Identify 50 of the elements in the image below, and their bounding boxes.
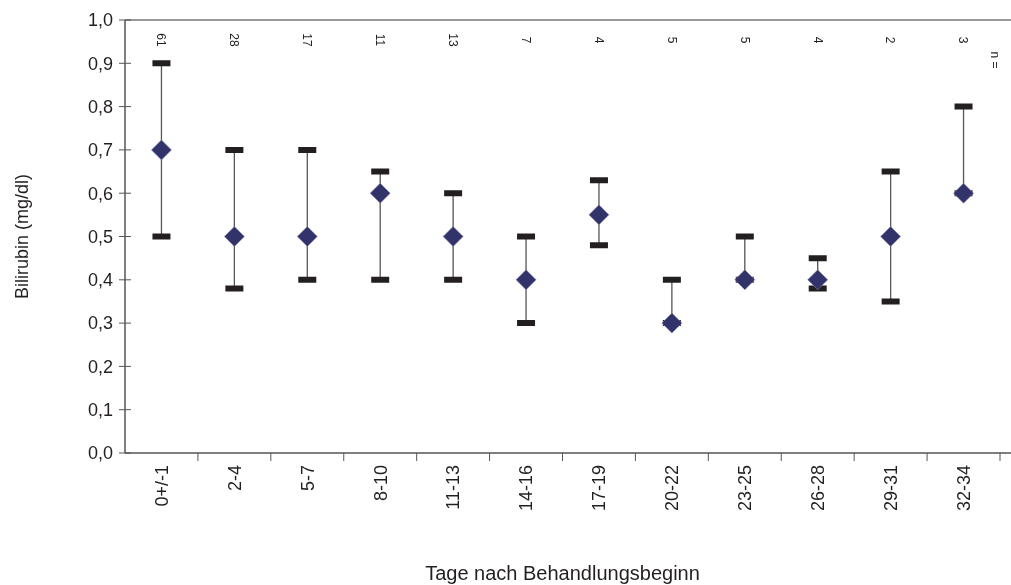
x-tick-label: 11-13 [443, 465, 464, 510]
y-tick-label: 0,6 [87, 183, 113, 204]
point [442, 226, 464, 247]
y-tick-label: 0,5 [87, 226, 113, 247]
point [151, 139, 172, 161]
point [807, 269, 829, 291]
y-tick-label: 0,4 [87, 270, 113, 291]
annotation: 4 [591, 36, 606, 44]
y-tick-label: 1,0 [87, 10, 113, 31]
annotation: 11 [373, 33, 388, 47]
y-tick-label: 0,0 [87, 443, 113, 464]
point [224, 226, 245, 247]
annotation: 2 [883, 36, 898, 44]
point [369, 182, 391, 204]
point [588, 204, 610, 226]
x-tick-label: 17-19 [589, 465, 610, 512]
annotation: 4 [810, 36, 825, 44]
y-tick-label: 0,7 [87, 140, 113, 161]
y-axis-title: Bilirubin (mg/dl) [12, 173, 32, 300]
y-tick-label: 0,9 [87, 53, 113, 74]
point [515, 269, 537, 291]
point [734, 269, 756, 291]
x-tick-label: 26-28 [808, 465, 829, 512]
annotation: 61 [154, 33, 169, 47]
annotation: 5 [737, 36, 752, 44]
x-tick-label: 5-7 [297, 465, 318, 492]
point [296, 226, 318, 247]
y-tick-label: 0,1 [87, 400, 113, 420]
annotation: 13 [445, 33, 460, 47]
annotation: n = [987, 51, 1002, 69]
annotation: 17 [300, 33, 315, 47]
annotation: 7 [518, 36, 533, 44]
x-tick-label: 20-22 [662, 465, 683, 512]
y-tick-label: 0,3 [87, 313, 113, 334]
x-tick-label: 0+/-1 [151, 465, 172, 507]
point [880, 226, 901, 247]
annotation: 28 [227, 33, 242, 47]
x-axis-title: Tage nach Behandlungsbeginn [425, 562, 700, 584]
point [661, 312, 683, 334]
annotation: 3 [956, 36, 971, 44]
x-tick-label: 23-25 [735, 465, 756, 512]
x-tick-label: 29-31 [880, 465, 901, 512]
x-tick-label: 32-34 [953, 465, 974, 512]
y-tick-label: 0,2 [87, 356, 113, 377]
annotation: 5 [664, 36, 679, 44]
x-tick-label: 14-16 [516, 465, 537, 512]
x-tick-label: 8-10 [370, 465, 391, 502]
x-tick-label: 2-4 [224, 465, 245, 492]
y-tick-label: 0,8 [87, 96, 113, 117]
point [953, 182, 974, 204]
